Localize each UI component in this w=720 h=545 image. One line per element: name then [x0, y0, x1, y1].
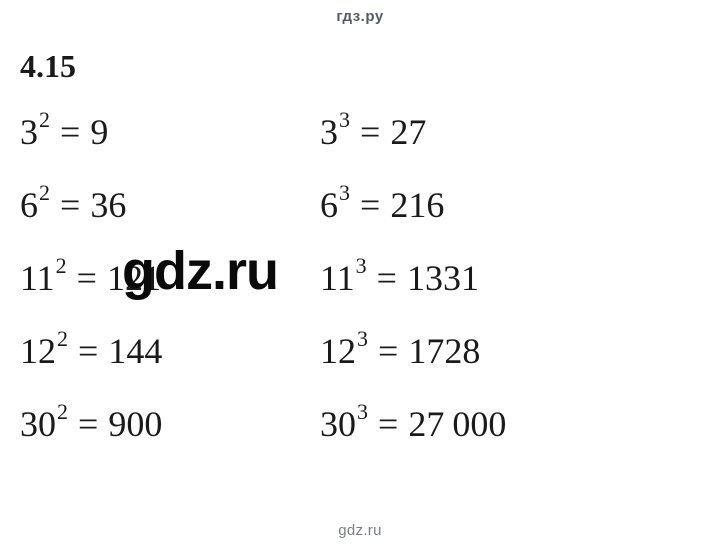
- watermark-top: гдз.ру: [336, 8, 383, 25]
- equation-cell: 123=1728: [320, 332, 700, 369]
- equals-sign: =: [77, 258, 97, 298]
- equation-exponent: 2: [39, 180, 50, 205]
- equation-cell: 32=9: [20, 113, 300, 150]
- equals-sign: =: [378, 404, 398, 444]
- equation-result: 9: [90, 112, 108, 152]
- equals-sign: =: [360, 112, 380, 152]
- equation-exponent: 3: [357, 399, 368, 424]
- equation-exponent: 2: [56, 253, 67, 278]
- equals-sign: =: [60, 185, 80, 225]
- equation-result: 27000: [408, 404, 506, 444]
- equation-exponent: 2: [57, 326, 68, 351]
- equation-cell: 302=900: [20, 405, 300, 442]
- equation-cell: 33=27: [320, 113, 700, 150]
- equals-sign: =: [360, 185, 380, 225]
- equation-cell: 122=144: [20, 332, 300, 369]
- equation-exponent: 2: [57, 399, 68, 424]
- equals-sign: =: [78, 404, 98, 444]
- equation-base: 3: [320, 114, 338, 150]
- equation-result: 216: [390, 185, 444, 225]
- watermark-center: gdz.ru: [122, 240, 278, 302]
- equation-exponent: 3: [339, 180, 350, 205]
- equation-cell: 63=216: [320, 186, 700, 223]
- equation-result: 144: [108, 331, 162, 371]
- equation-base: 30: [20, 406, 56, 442]
- equation-base: 12: [320, 333, 356, 369]
- equation-exponent: 3: [357, 326, 368, 351]
- equation-base: 6: [320, 187, 338, 223]
- equation-result: 36: [90, 185, 126, 225]
- equals-sign: =: [377, 258, 397, 298]
- equation-exponent: 3: [339, 107, 350, 132]
- equals-sign: =: [78, 331, 98, 371]
- equals-sign: =: [60, 112, 80, 152]
- equation-base: 11: [320, 260, 355, 296]
- problem-number: 4.15: [20, 48, 700, 85]
- equals-sign: =: [378, 331, 398, 371]
- equation-result: 1728: [408, 331, 480, 371]
- equation-exponent: 2: [39, 107, 50, 132]
- equation-base: 11: [20, 260, 55, 296]
- equation-cell: 113=1331: [320, 259, 700, 296]
- equation-base: 12: [20, 333, 56, 369]
- equation-base: 3: [20, 114, 38, 150]
- equation-result: 27: [390, 112, 426, 152]
- equation-exponent: 3: [356, 253, 367, 278]
- equation-base: 30: [320, 406, 356, 442]
- equation-result: 1331: [407, 258, 479, 298]
- equation-cell: 62=36: [20, 186, 300, 223]
- equation-cell: 303=27000: [320, 405, 700, 442]
- watermark-bottom: gdz.ru: [338, 522, 382, 539]
- equation-base: 6: [20, 187, 38, 223]
- equation-result: 900: [108, 404, 162, 444]
